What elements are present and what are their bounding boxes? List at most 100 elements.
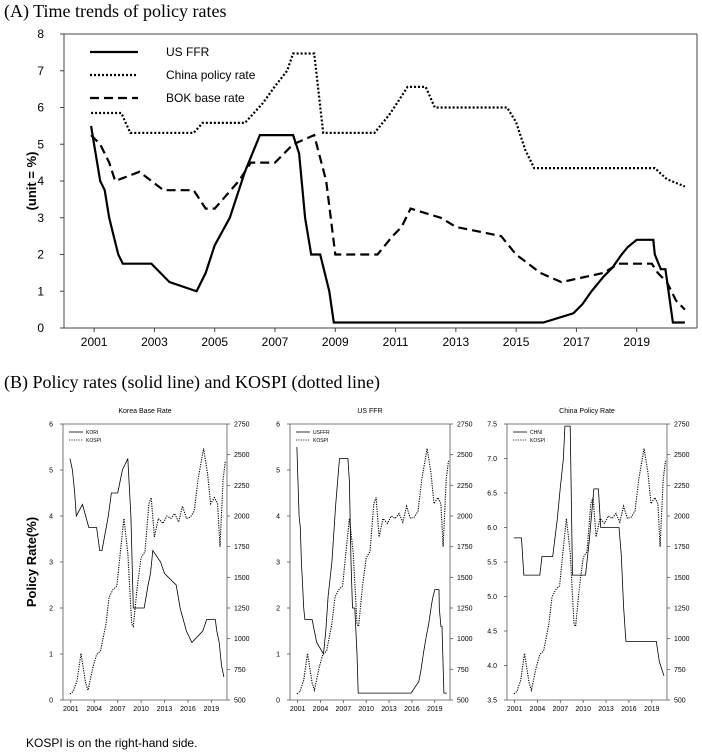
panel-b-y-tick-label: 6.5 <box>487 491 497 498</box>
panel-b-x-tick-label: 2019 <box>644 706 660 713</box>
panel-b-series-line <box>513 448 667 695</box>
panel-b-legend-label: KORI <box>86 430 98 436</box>
panel-a-x-tick-label: 2017 <box>563 335 590 349</box>
panel-b-series-line <box>296 446 447 694</box>
panel-b-x-tick-label: 2004 <box>530 706 546 713</box>
panel-a-y-tick-label: 3 <box>37 211 44 225</box>
panel-b-y-tick-label: 4 <box>49 514 53 521</box>
panel-a-x-tick-label: 2009 <box>322 335 349 349</box>
panel-b-x-tick-label: 2010 <box>358 706 374 713</box>
panel-b-y2-tick-label: 2000 <box>234 514 250 521</box>
panel-b-y2-tick-label: 750 <box>234 667 246 674</box>
footnote: KOSPI is on the right-hand side. <box>26 736 198 750</box>
panel-b-y-tick-label: 0 <box>49 698 53 705</box>
panel-b-y2-tick-label: 750 <box>674 667 686 674</box>
panel-b-x-tick-label: 2001 <box>507 706 523 713</box>
panel-b-y-tick-label: 3 <box>276 560 280 567</box>
panel-b-y-tick-label: 4.5 <box>487 629 497 636</box>
panel-b-x-tick-label: 2019 <box>204 706 220 713</box>
panel-b-y2-tick-label: 2250 <box>234 483 250 490</box>
panel-b-y-tick-label: 0 <box>276 698 280 705</box>
panel-b-y-tick-label: 3 <box>49 560 53 567</box>
panel-b-y-tick-label: 7.0 <box>487 456 497 463</box>
panel-b-x-tick-label: 2007 <box>110 706 126 713</box>
panel-a-y-tick-label: 7 <box>37 64 44 78</box>
panel-b-y-tick-label: 1 <box>276 652 280 659</box>
panel-a-y-tick-label: 1 <box>37 284 44 298</box>
panel-a-series-line <box>91 52 686 188</box>
panel-b-y2-tick-label: 2000 <box>457 514 473 521</box>
panel-b-y2-tick-label: 2250 <box>674 483 690 490</box>
panel-b-y2-tick-label: 2250 <box>457 483 473 490</box>
panel-b-y2-tick-label: 2750 <box>234 422 250 429</box>
panel-b-x-tick-label: 2004 <box>313 706 329 713</box>
panel-b-y2-tick-label: 2500 <box>674 452 690 459</box>
panel-b-legend-label: KOSPI <box>530 438 545 444</box>
panel-b-x-tick-label: 2004 <box>86 706 102 713</box>
panel-b-y-tick-label: 6 <box>276 422 280 429</box>
panel-b-y2-tick-label: 500 <box>234 698 246 705</box>
panel-b-y2-tick-label: 1000 <box>234 636 250 643</box>
panel-b-y-tick-label: 1 <box>49 652 53 659</box>
panel-b-y-tick-label: 5.0 <box>487 594 497 601</box>
panel-b-series-line <box>69 458 225 678</box>
panel-b-y-tick-label: 7.5 <box>487 422 497 429</box>
panel-b-legend-label: KOSPI <box>313 438 328 444</box>
panel-a-legend-label: US FFR <box>166 45 210 59</box>
panel-b-y-tick-label: 2 <box>49 606 53 613</box>
panel-b-x-tick-label: 2016 <box>180 706 196 713</box>
panel-b-y2-tick-label: 1250 <box>457 606 473 613</box>
panel-b-y-axis-label: Policy Rate(%) <box>24 517 39 607</box>
panel-b-y2-tick-label: 1750 <box>234 544 250 551</box>
panel-b-chart-title: Korea Base Rate <box>118 408 171 415</box>
panel-b-y2-tick-label: 2000 <box>674 514 690 521</box>
panel-b-series-line <box>296 448 450 695</box>
panel-a-x-tick-label: 2019 <box>623 335 650 349</box>
panel-a-legend-label: BOK base rate <box>166 91 245 105</box>
panel-a-y-tick-label: 5 <box>37 137 44 151</box>
panel-a-y-tick-label: 4 <box>37 174 44 188</box>
panel-a-series-line <box>90 133 686 311</box>
panel-a-x-tick-label: 2015 <box>503 335 530 349</box>
panel-a-x-tick-label: 2005 <box>201 335 228 349</box>
panel-a-x-tick-label: 2007 <box>262 335 289 349</box>
panel-b-legend-label: CHNI <box>530 430 542 436</box>
panel-a-y-tick-label: 0 <box>37 321 44 335</box>
panel-b-y-tick-label: 2 <box>276 606 280 613</box>
panel-b-x-tick-label: 2010 <box>575 706 591 713</box>
panel-b-y-tick-label: 6.0 <box>487 525 497 532</box>
panel-b-y2-tick-label: 500 <box>674 698 686 705</box>
panel-b-x-tick-label: 2001 <box>63 706 79 713</box>
panel-a-chart: 0 1 2 3 4 5 6 7 8 2001 2003 2005 2007 2009 2011 2013 201… <box>24 27 698 349</box>
panel-b-x-tick-label: 2001 <box>290 706 306 713</box>
panel-b-chart-1: Korea Base Rate 0 1 2 3 4 5 6 500 750 1000 1250 1500… <box>24 408 250 713</box>
panel-b-y2-tick-label: 1750 <box>457 544 473 551</box>
panel-a-legend-label: China policy rate <box>166 68 256 82</box>
panel-a-x-tick-label: 2001 <box>81 335 108 349</box>
panel-b-legend-label: KOSPI <box>86 438 101 444</box>
panel-a-x-tick-label: 2011 <box>383 335 409 349</box>
panel-a-heading: (A) Time trends of policy rates <box>4 1 227 21</box>
panel-b-y-tick-label: 3.5 <box>487 698 497 705</box>
panel-b-y2-tick-label: 2500 <box>234 452 250 459</box>
panel-b-x-tick-label: 2016 <box>404 706 420 713</box>
panel-b-heading: (B) Policy rates (solid line) and KOSPI … <box>4 372 380 392</box>
panel-b-y2-tick-label: 750 <box>457 667 469 674</box>
panel-a-y-tick-label: 6 <box>37 101 44 115</box>
panel-b-chart-3: China Policy Rate 3.5 4.0 4.5 5.0 5.5 6.0 6.5 7.… <box>487 408 689 713</box>
panel-b-x-tick-label: 2013 <box>381 706 397 713</box>
panel-b-y2-tick-label: 500 <box>457 698 469 705</box>
panel-b-legend-label: USFFR <box>313 430 330 436</box>
panel-b-y2-tick-label: 1000 <box>674 636 690 643</box>
panel-a-x-tick-label: 2013 <box>443 335 470 349</box>
panel-b-y2-tick-label: 2500 <box>457 452 473 459</box>
panel-b-x-tick-label: 2013 <box>598 706 614 713</box>
panel-b-series-line <box>513 425 665 677</box>
panel-b-y-tick-label: 5 <box>49 468 53 475</box>
panel-b-y2-tick-label: 1000 <box>457 636 473 643</box>
panel-a-y-tick-label: 2 <box>37 248 44 262</box>
panel-b-y-tick-label: 4.0 <box>487 663 497 670</box>
panel-b-x-tick-label: 2007 <box>336 706 352 713</box>
panel-b-y2-tick-label: 1500 <box>234 575 250 582</box>
panel-b-chart-title: US FFR <box>357 408 382 415</box>
